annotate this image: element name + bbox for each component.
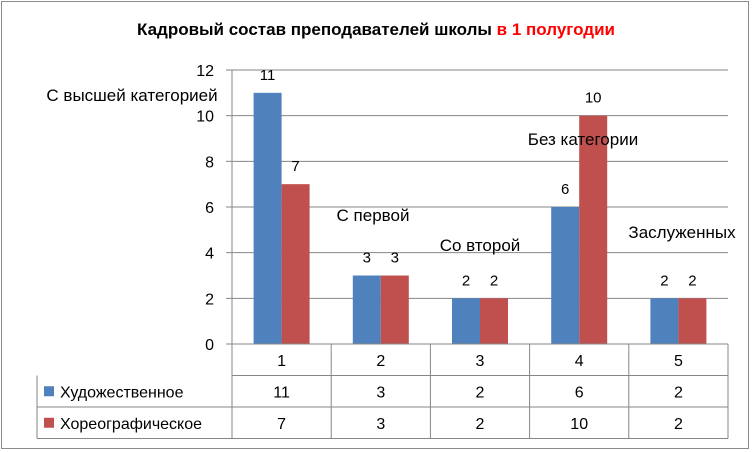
y-tick-label: 0 [205, 337, 214, 354]
y-tick-label: 4 [205, 246, 214, 263]
chart-title-main: Кадровый состав преподавателей школы [136, 20, 492, 39]
table-value: 6 [575, 384, 584, 401]
y-tick-label: 12 [196, 63, 214, 80]
chart-title: Кадровый состав преподавателей школы в 1… [0, 20, 752, 40]
bar [579, 115, 608, 345]
chart-title-highlight: в 1 полугодии [496, 20, 615, 39]
table-value: 2 [476, 384, 485, 401]
y-tick-label: 10 [196, 109, 214, 126]
table-value: 7 [277, 416, 286, 433]
legend-label: Хореографическое [60, 416, 202, 433]
y-tick-label: 6 [205, 200, 214, 217]
data-label: 2 [490, 272, 498, 289]
bar [678, 298, 707, 344]
category-annotation: Без категории [528, 130, 638, 149]
table-value: 3 [376, 416, 385, 433]
data-label: 2 [660, 272, 668, 289]
data-label: 3 [391, 250, 399, 267]
y-tick-label: 2 [205, 291, 214, 308]
legend-label: Художественное [60, 384, 184, 401]
category-annotation: С высшей категорией [46, 86, 217, 105]
bar [480, 298, 508, 344]
x-category-label: 3 [476, 353, 485, 370]
table-value: 2 [674, 384, 683, 401]
legend-swatch [44, 417, 54, 428]
x-category-label: 1 [277, 353, 286, 370]
bar [253, 92, 282, 344]
data-label: 10 [585, 90, 602, 107]
data-label: 2 [462, 272, 470, 289]
x-category-label: 4 [575, 353, 584, 370]
category-annotation: Со второй [440, 236, 521, 255]
bar [551, 207, 580, 344]
x-category-label: 2 [376, 353, 385, 370]
bar [452, 298, 480, 344]
data-label: 3 [363, 250, 371, 267]
bar [380, 275, 409, 344]
bar [281, 184, 310, 344]
data-label: 6 [561, 181, 569, 198]
table-value: 2 [674, 416, 683, 433]
legend-swatch [44, 386, 54, 397]
x-category-label: 5 [674, 353, 683, 370]
y-tick-label: 8 [205, 154, 214, 171]
bar [650, 298, 679, 344]
bar [352, 275, 381, 344]
data-label: 7 [291, 158, 299, 175]
category-annotation: С первой [337, 206, 410, 225]
table-value: 3 [376, 384, 385, 401]
data-label: 2 [688, 272, 696, 289]
table-value: 11 [273, 384, 290, 401]
table-value: 10 [570, 416, 588, 433]
data-label: 11 [260, 67, 276, 84]
category-annotation: Заслуженных [628, 223, 736, 242]
table-value: 2 [476, 416, 485, 433]
